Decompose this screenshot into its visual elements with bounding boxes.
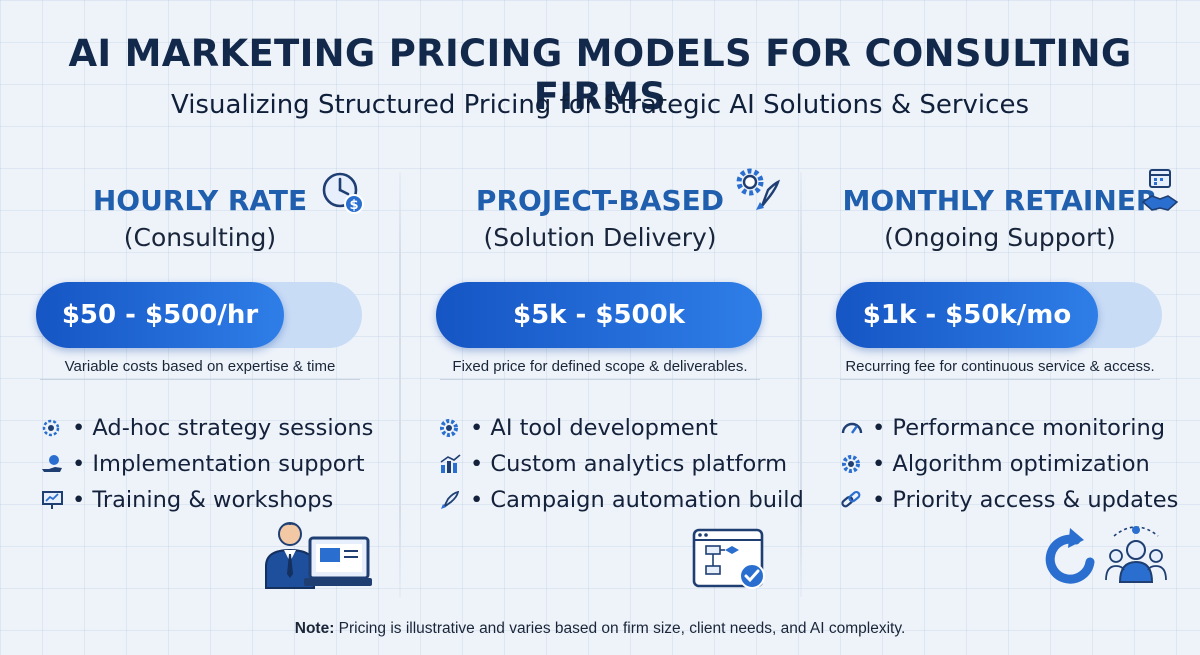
price-bar: $50 - $500/hr (36, 282, 362, 348)
note-text: Pricing is illustrative and varies based… (334, 620, 906, 637)
list-item: • Algorithm optimization (840, 446, 1178, 482)
feature-list: • Ad-hoc strategy sessions • Implementat… (40, 410, 373, 518)
consultant-laptop-icon (265, 522, 372, 589)
gear-brain-icon (42, 419, 60, 437)
clock-dollar-icon: $ (322, 172, 364, 214)
column-header: PROJECT-BASED (Solution Delivery) (420, 184, 780, 252)
rocket-icon (441, 490, 460, 509)
column-title: HOURLY RATE (92, 184, 308, 217)
link-icon (841, 490, 861, 508)
pricing-column-project: PROJECT-BASED (Solution Delivery) $5k - … (420, 168, 804, 590)
list-item: • Priority access & updates (840, 482, 1178, 518)
item-label: • Performance monitoring (872, 415, 1165, 441)
price-bar-fill (836, 282, 1098, 348)
gear-rocket-icon (736, 168, 780, 210)
hand-coin-icon (42, 455, 62, 472)
list-item: • Custom analytics platform (438, 446, 804, 482)
price-label: $50 - $500/hr (61, 300, 259, 330)
pricing-column-retainer: MONTHLY RETAINER (Ongoing Support) $1k -… (820, 169, 1180, 590)
list-item: • AI tool development (438, 410, 804, 446)
item-label: • AI tool development (470, 415, 718, 441)
list-item: • Implementation support (40, 446, 373, 482)
workflow-check-icon (692, 528, 765, 589)
price-description: Fixed price for defined scope & delivera… (452, 358, 748, 375)
refresh-team-icon (1045, 526, 1167, 584)
price-bar: $1k - $50k/mo (836, 282, 1162, 348)
description-underline (840, 379, 1160, 380)
list-item: • Campaign automation build (438, 482, 804, 518)
column-divider (399, 172, 401, 597)
footer-note: Note: Pricing is illustrative and varies… (0, 620, 1200, 638)
item-label: • Implementation support (72, 451, 365, 477)
pricing-column-hourly: HOURLY RATE (Consulting) $ $50 - $500/hr… (20, 170, 380, 590)
column-subtitle: (Solution Delivery) (483, 223, 717, 252)
price-bar: $5k - $500k (436, 282, 762, 348)
page-title: AI MARKETING PRICING MODELS FOR CONSULTI… (68, 32, 1132, 118)
description-underline (440, 379, 760, 380)
item-label: • Priority access & updates (872, 487, 1179, 513)
item-label: • Algorithm optimization (872, 451, 1150, 477)
price-description: Variable costs based on expertise & time (64, 358, 336, 375)
feature-list: • Performance monitoring • Algorithm opt… (840, 410, 1178, 518)
description-underline (40, 379, 360, 380)
price-label: $1k - $50k/mo (862, 300, 1072, 330)
list-item: • Performance monitoring (840, 410, 1178, 446)
speedometer-icon (841, 422, 863, 434)
column-subtitle: (Consulting) (123, 223, 277, 252)
column-title: MONTHLY RETAINER (842, 184, 1158, 217)
column-header: MONTHLY RETAINER (Ongoing Support) (820, 184, 1180, 252)
column-title: PROJECT-BASED (475, 184, 725, 217)
list-item: • Ad-hoc strategy sessions (40, 410, 373, 446)
price-bar-fill (36, 282, 284, 348)
item-label: • Ad-hoc strategy sessions (72, 415, 374, 441)
column-subtitle: (Ongoing Support) (884, 223, 1116, 252)
calendar-handshake-icon (1142, 169, 1178, 211)
gear-icon (842, 455, 860, 473)
feature-list: • AI tool development • Custom analytics… (438, 410, 804, 518)
item-label: • Training & workshops (72, 487, 334, 513)
price-description: Recurring fee for continuous service & a… (845, 358, 1155, 375)
item-label: • Campaign automation build (470, 487, 804, 513)
note-label: Note: (294, 620, 335, 637)
item-label: • Custom analytics platform (470, 451, 788, 477)
column-divider (800, 172, 802, 597)
gear-icon (440, 419, 458, 437)
price-label: $5k - $500k (512, 300, 686, 330)
page-subtitle: Visualizing Structured Pricing for Strat… (170, 90, 1029, 120)
presentation-board-icon (42, 491, 63, 509)
svg-text:$: $ (349, 198, 358, 213)
column-header: HOURLY RATE (Consulting) (20, 184, 380, 252)
list-item: • Training & workshops (40, 482, 373, 518)
price-bar-fill (436, 282, 762, 348)
bar-chart-icon (440, 454, 461, 473)
